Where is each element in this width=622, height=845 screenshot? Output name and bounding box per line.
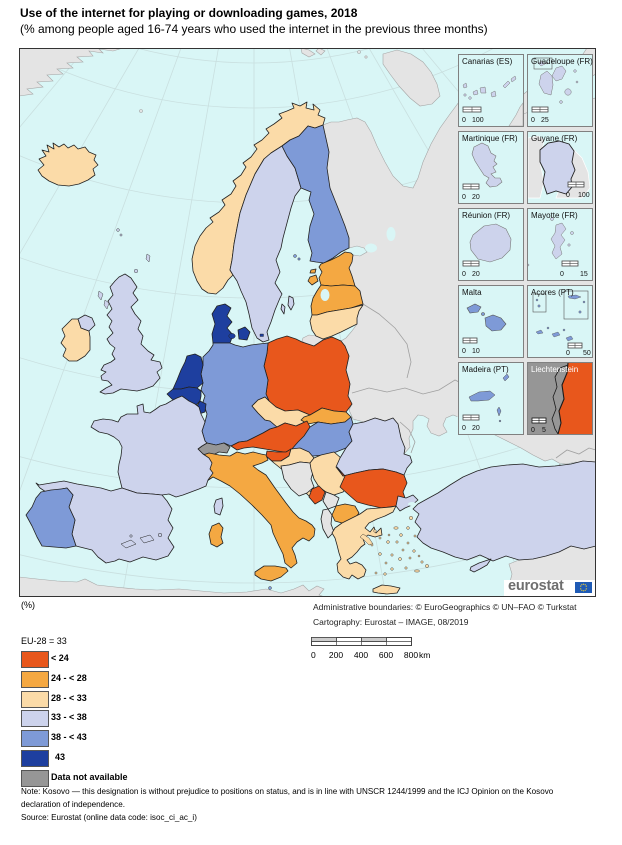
svg-text:0: 0 bbox=[311, 650, 316, 660]
svg-text:0: 0 bbox=[462, 425, 466, 432]
svg-text:0: 0 bbox=[531, 117, 535, 124]
svg-text:600: 600 bbox=[379, 650, 393, 660]
svg-text:20: 20 bbox=[472, 425, 480, 432]
svg-text:0: 0 bbox=[566, 192, 570, 199]
svg-text:15: 15 bbox=[580, 271, 588, 278]
svg-text:100: 100 bbox=[578, 192, 590, 199]
svg-text:0: 0 bbox=[462, 271, 466, 278]
svg-text:0: 0 bbox=[531, 427, 535, 434]
svg-text:25: 25 bbox=[541, 117, 549, 124]
svg-text:400: 400 bbox=[354, 650, 368, 660]
svg-text:200: 200 bbox=[329, 650, 343, 660]
svg-text:0: 0 bbox=[462, 194, 466, 201]
svg-text:800: 800 bbox=[404, 650, 418, 660]
svg-text:50: 50 bbox=[583, 350, 591, 357]
svg-text:20: 20 bbox=[472, 271, 480, 278]
svg-text:5: 5 bbox=[542, 427, 546, 434]
svg-text:10: 10 bbox=[472, 348, 480, 355]
svg-text:20: 20 bbox=[472, 194, 480, 201]
svg-text:km: km bbox=[419, 650, 430, 660]
svg-text:100: 100 bbox=[472, 117, 484, 124]
svg-text:0: 0 bbox=[566, 350, 570, 357]
svg-text:0: 0 bbox=[462, 348, 466, 355]
svg-text:0: 0 bbox=[462, 117, 466, 124]
svg-text:0: 0 bbox=[560, 271, 564, 278]
